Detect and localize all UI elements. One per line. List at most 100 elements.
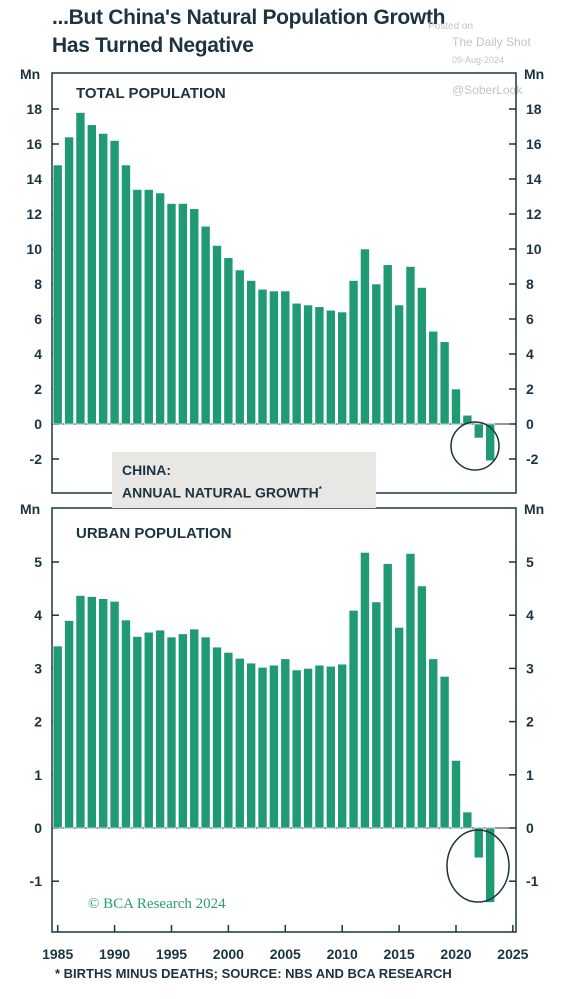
y-tick-label-left: 2	[34, 714, 42, 730]
unit-label-left: Mn	[20, 501, 40, 517]
y-tick-label-right: 1	[526, 767, 534, 783]
y-tick-label-right: 3	[526, 660, 534, 676]
bar	[428, 330, 439, 425]
bar	[155, 629, 165, 829]
bar	[439, 676, 450, 829]
bar	[337, 311, 347, 425]
bar	[382, 563, 393, 829]
bar	[75, 595, 86, 829]
y-tick-label-left: 4	[34, 607, 42, 623]
bar	[155, 192, 165, 425]
bar	[98, 133, 109, 425]
bar	[303, 668, 313, 829]
x-tick-label: 2025	[497, 946, 528, 962]
bar	[87, 124, 97, 425]
bar	[132, 189, 143, 425]
y-tick-label-right: 5	[526, 554, 534, 570]
bar	[462, 811, 473, 829]
bar	[405, 553, 416, 829]
bar	[371, 601, 382, 829]
bar	[189, 628, 200, 829]
bar	[109, 140, 120, 425]
bar	[234, 269, 245, 425]
legend: CHINA: ANNUAL NATURAL GROWTH*	[122, 460, 322, 503]
bar	[257, 667, 268, 829]
bar	[394, 304, 404, 425]
bar	[269, 664, 279, 829]
bar	[473, 827, 484, 859]
bar	[166, 636, 177, 829]
bar	[223, 652, 234, 829]
bar	[405, 266, 416, 425]
bar	[52, 645, 63, 829]
bar	[87, 596, 97, 829]
y-tick-label-left: 3	[34, 660, 42, 676]
y-tick-label-left: 0	[34, 820, 42, 836]
y-tick-label-right: -1	[526, 873, 539, 889]
bar	[371, 283, 382, 425]
y-tick-label-right: 8	[526, 276, 534, 292]
bar	[485, 423, 495, 462]
bar	[212, 245, 222, 425]
y-tick-label-left: -2	[30, 451, 43, 467]
y-tick-label-right: 2	[526, 714, 534, 730]
unit-label-left: Mn	[20, 66, 40, 82]
bar	[75, 112, 86, 425]
y-tick-label-right: -2	[526, 451, 539, 467]
bar	[223, 257, 234, 425]
legend-box	[112, 452, 376, 508]
y-tick-label-left: 14	[26, 171, 42, 187]
bar	[382, 264, 393, 425]
legend-line1: CHINA:	[122, 462, 171, 478]
y-tick-label-left: 10	[26, 241, 42, 257]
bar	[257, 288, 268, 425]
bar	[121, 164, 131, 425]
watermark-source: The Daily Shot	[452, 35, 531, 49]
y-tick-label-left: 16	[26, 136, 42, 152]
legend-line2: ANNUAL NATURAL GROWTH	[122, 484, 319, 501]
chart-title: ...But China's Natural Population Growth…	[52, 6, 446, 57]
bar	[303, 304, 313, 425]
x-tick-label: 2020	[440, 946, 471, 962]
y-tick-label-left: 2	[34, 381, 42, 397]
bar	[246, 662, 256, 829]
bar	[428, 658, 439, 829]
bar	[337, 663, 347, 829]
y-tick-label-left: 0	[34, 416, 42, 432]
bar	[132, 636, 143, 829]
highlight-circle	[446, 829, 510, 903]
bar	[280, 290, 291, 425]
bar	[109, 601, 120, 829]
bar	[64, 136, 74, 425]
bar	[291, 302, 302, 425]
bar	[246, 280, 256, 425]
bar	[462, 414, 473, 425]
bar	[417, 585, 427, 829]
legend-marker: *	[318, 485, 322, 494]
x-tick-label: 1995	[156, 946, 187, 962]
bar	[394, 627, 404, 829]
bar	[269, 290, 279, 425]
bar	[417, 287, 427, 425]
x-tick-label: 2010	[327, 946, 358, 962]
bar	[52, 164, 63, 425]
bar	[485, 827, 495, 903]
bar	[234, 657, 245, 829]
y-tick-label-left: 18	[26, 101, 42, 117]
bar	[143, 631, 154, 829]
y-tick-label-left: 8	[34, 276, 42, 292]
y-tick-label-left: 1	[34, 767, 42, 783]
panel-label: URBAN POPULATION	[76, 525, 232, 542]
y-tick-label-right: 16	[526, 136, 542, 152]
y-tick-label-right: 10	[526, 241, 542, 257]
bar	[178, 203, 188, 425]
bar	[314, 306, 325, 425]
y-tick-label-left: 5	[34, 554, 42, 570]
legend-line2-wrap: ANNUAL NATURAL GROWTH*	[122, 480, 322, 503]
footnote: * BIRTHS MINUS DEATHS; SOURCE: NBS AND B…	[55, 966, 452, 981]
y-tick-label-right: 6	[526, 311, 534, 327]
bar	[200, 225, 211, 425]
bar	[143, 189, 154, 425]
x-tick-label: 1990	[99, 946, 130, 962]
